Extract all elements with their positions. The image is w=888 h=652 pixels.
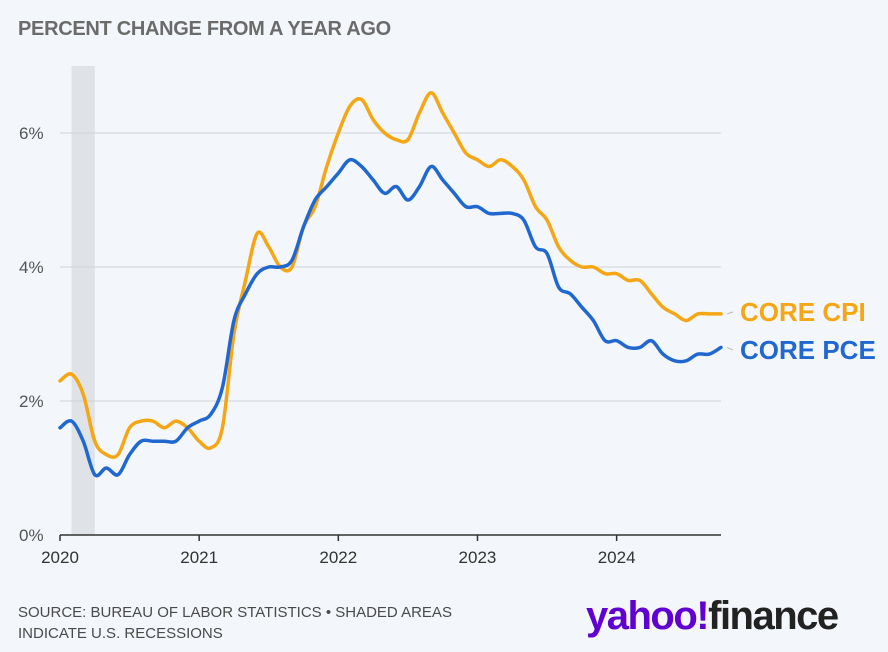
chart-title: PERCENT CHANGE FROM A YEAR AGO <box>18 18 391 40</box>
source-note: SOURCE: BUREAU OF LABOR STATISTICS • SHA… <box>18 602 538 644</box>
y-tick-label: 4% <box>19 258 44 277</box>
line-chart: 0% 2% 4% 6% 2020 2021 2022 2023 2024 CORE CPI CORE… <box>19 66 876 567</box>
y-tick-label: 0% <box>19 526 44 545</box>
yahoo-finance-logo: yahoo!finance <box>586 592 839 640</box>
core-cpi-leader <box>726 311 734 315</box>
core-pce-legend-label: CORE PCE <box>740 335 876 365</box>
x-tick-label: 2021 <box>180 548 218 567</box>
x-tick-label: 2024 <box>598 548 636 567</box>
core-pce-leader <box>726 346 734 351</box>
source-line-2: INDICATE U.S. RECESSIONS <box>18 625 223 642</box>
x-tick-label: 2020 <box>41 548 79 567</box>
y-tick-label: 6% <box>19 124 44 143</box>
logo-product: finance <box>708 594 839 638</box>
core-pce-line <box>58 157 723 478</box>
core-cpi-line <box>58 91 723 459</box>
x-tick-label: 2022 <box>319 548 357 567</box>
y-tick-label: 2% <box>19 392 44 411</box>
source-line-1: SOURCE: BUREAU OF LABOR STATISTICS • SHA… <box>18 604 452 621</box>
core-cpi-legend-label: CORE CPI <box>740 297 866 327</box>
logo-brand: yahoo! <box>586 594 710 638</box>
x-tick-label: 2023 <box>459 548 497 567</box>
